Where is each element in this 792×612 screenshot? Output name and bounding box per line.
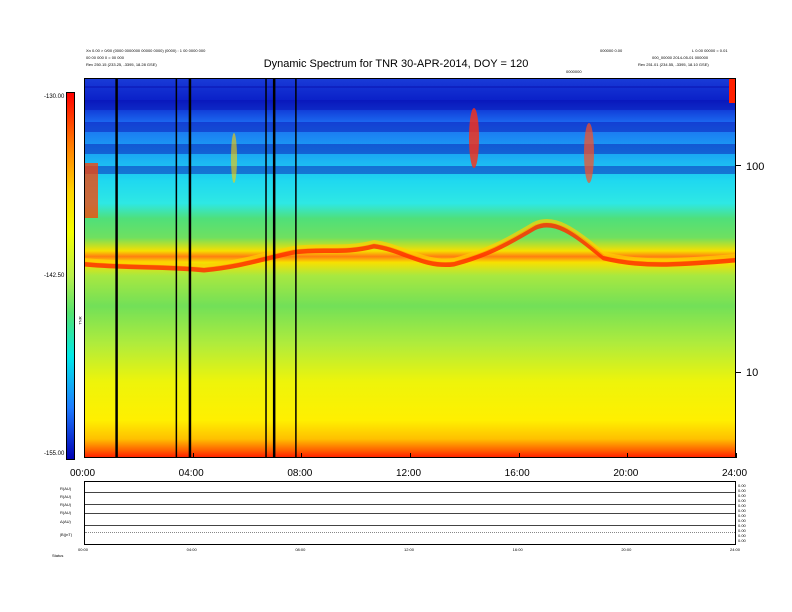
x-tickmark bbox=[627, 453, 629, 458]
spectrogram bbox=[84, 78, 736, 458]
burst-right bbox=[729, 78, 736, 103]
ephemeris-row-label: R(AU) bbox=[60, 486, 72, 491]
ephem-line bbox=[85, 513, 735, 514]
ephemeris-right-value: 0.00 bbox=[738, 508, 746, 513]
ephemeris-right-value: 0.00 bbox=[738, 528, 746, 533]
x-tickmark bbox=[84, 453, 85, 458]
x-tick-label: 08:00 bbox=[287, 468, 313, 479]
x-tickmark bbox=[192, 453, 194, 458]
x-tick-label: 16:00 bbox=[504, 468, 530, 479]
ephem-line bbox=[85, 525, 735, 526]
ephemeris-time-tick: 04:00 bbox=[186, 547, 197, 552]
header-right-line1b: L 0.00 00000 = 0.01 bbox=[692, 48, 728, 53]
y-tick-100: 100 bbox=[746, 161, 765, 173]
header-left-line2: 00 00 000 0 = 00 000 bbox=[86, 55, 124, 60]
ephemeris-row-label: Δ(AU) bbox=[60, 519, 71, 524]
ephem-dotted-line bbox=[85, 532, 735, 533]
ephemeris-time-tick: 24:00 bbox=[730, 547, 741, 552]
y-tickmark-10 bbox=[736, 372, 741, 373]
ephemeris-row-label: R(AU) bbox=[60, 494, 72, 499]
ephemeris-right-value: 0.00 bbox=[738, 493, 746, 498]
ephemeris-right-value: 0.00 bbox=[738, 503, 746, 508]
plot-frame bbox=[84, 78, 736, 458]
ephemeris-right-value: 0.00 bbox=[738, 483, 746, 488]
header-right-line3: Rev 251.01 (234.55, -3395, 18.10 GSE) bbox=[638, 62, 709, 67]
ephemeris-panel bbox=[84, 481, 736, 545]
header-right-line2: 000_00000 2014-05-01 000000 bbox=[652, 55, 709, 60]
y-tick-10: 10 bbox=[746, 367, 759, 379]
colorbar-tick-top: -130.00 bbox=[44, 94, 65, 100]
header-center-small: 0000000 bbox=[566, 69, 582, 74]
ephemeris-time-tick: 08:00 bbox=[295, 547, 306, 552]
burst-2 bbox=[584, 123, 594, 183]
band-stripes bbox=[84, 86, 736, 174]
burst-3 bbox=[231, 133, 237, 183]
emission-band bbox=[84, 222, 736, 273]
ephemeris-row-label: R(AU) bbox=[60, 510, 72, 515]
footer-status: Status bbox=[52, 553, 64, 558]
data-gaps bbox=[115, 78, 297, 458]
ephemeris-right-value: 0.00 bbox=[738, 523, 746, 528]
ephemeris-time-tick: 20:00 bbox=[621, 547, 632, 552]
colorbar-label: TNR bbox=[77, 316, 83, 325]
ephemeris-time-tick: 16:00 bbox=[512, 547, 523, 552]
ephemeris-row-label: R(AU) bbox=[60, 502, 72, 507]
x-tick-label: 04:00 bbox=[178, 468, 204, 479]
y-tickmark-100 bbox=[736, 165, 741, 166]
ephemeris-right-value: 0.00 bbox=[738, 498, 746, 503]
ephemeris-right-value: 0.00 bbox=[738, 538, 746, 543]
ephemeris-right-value: 0.00 bbox=[738, 533, 746, 538]
chart-title: Dynamic Spectrum for TNR 30-APR-2014, DO… bbox=[263, 58, 529, 70]
ephem-line bbox=[85, 492, 735, 493]
header-right-line1a: 000000 0.00 bbox=[600, 48, 623, 53]
header-left-line3: Rev 250.15 (233.25, -3395, 18.28 GSE) bbox=[86, 62, 157, 67]
ephem-line bbox=[85, 504, 735, 505]
x-tickmark bbox=[518, 453, 520, 458]
x-tick-label: 00:00 bbox=[70, 468, 96, 479]
x-tick-label: 20:00 bbox=[613, 468, 639, 479]
emission-band-edge bbox=[84, 218, 736, 269]
burst-left bbox=[84, 163, 98, 218]
header-left-line1: Xn 0.00 > 0/00 (0000 0000000 00000 0000)… bbox=[86, 48, 206, 53]
colorbar-tick-mid: -142.50 bbox=[44, 273, 65, 279]
burst-1 bbox=[469, 108, 479, 168]
ephemeris-right-value: 0.00 bbox=[738, 518, 746, 523]
ephemeris-right-value: 0.00 bbox=[738, 488, 746, 493]
x-tickmark bbox=[410, 453, 411, 458]
colorbar-tick-bottom: -155.00 bbox=[44, 451, 65, 457]
colorbar bbox=[66, 92, 75, 460]
x-tickmark bbox=[301, 453, 303, 458]
ephemeris-time-tick: 00:00 bbox=[78, 547, 89, 552]
ephemeris-time-tick: 12:00 bbox=[404, 547, 415, 552]
ephemeris-row-label: |B|(nT) bbox=[60, 532, 73, 537]
x-tick-label: 24:00 bbox=[722, 468, 748, 479]
x-tickmark bbox=[736, 453, 737, 458]
ephemeris-right-value: 0.00 bbox=[738, 513, 746, 518]
x-tick-label: 12:00 bbox=[396, 468, 422, 479]
